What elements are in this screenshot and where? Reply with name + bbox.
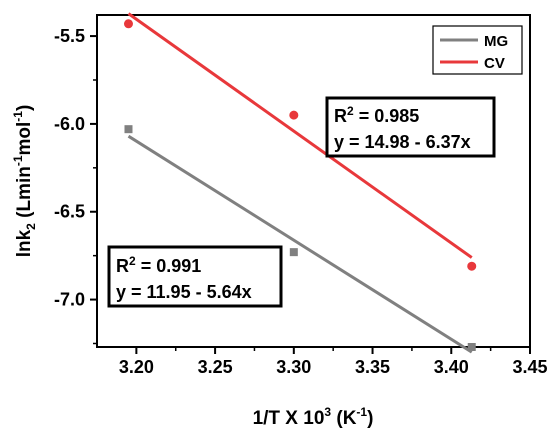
annotation-mg-r2: R2 = 0.991 (116, 254, 201, 276)
legend-box (432, 25, 523, 75)
plot-frame (96, 14, 531, 348)
point-cv (123, 19, 133, 29)
data-points (123, 19, 477, 351)
y-axis-title: lnk2 (Lmin-1mol-1) (11, 105, 38, 258)
y-tick-label: -6.0 (54, 114, 85, 134)
point-mg (289, 248, 298, 257)
fit-lines (127, 12, 473, 354)
x-tick-label: 3.45 (512, 357, 547, 377)
annotation-cv: R2 = 0.985 y = 14.98 - 6.37x (325, 96, 496, 158)
x-tick-label: 3.20 (119, 357, 154, 377)
y-axis-ticks: -5.5 -6.0 -6.5 -7.0 (54, 26, 97, 345)
x-tick-label: 3.30 (276, 357, 311, 377)
annotation-mg: R2 = 0.991 y = 11.95 - 5.64x (107, 245, 283, 308)
legend-label-cv: CV (484, 55, 505, 72)
legend-label-mg: MG (484, 33, 508, 50)
annotation-cv-r2: R2 = 0.985 (334, 104, 419, 126)
annotation-cv-equation: y = 14.98 - 6.37x (334, 132, 471, 152)
point-cv (467, 261, 477, 271)
x-tick-label: 3.35 (355, 357, 390, 377)
annotation-cv-box (325, 96, 496, 158)
x-axis-ticks: 3.20 3.25 3.30 3.35 3.40 3.45 (119, 347, 548, 377)
fit-line-cv (127, 12, 473, 259)
fit-line-mg (127, 134, 473, 354)
y-tick-label: -6.5 (54, 202, 85, 222)
legend: MG CV (432, 25, 523, 75)
y-tick-label: -7.0 (54, 290, 85, 310)
point-cv (289, 110, 299, 120)
point-mg (124, 125, 133, 134)
y-tick-label: -5.5 (54, 26, 85, 46)
x-axis-title: 1/T X 103 (K-1) (253, 405, 374, 429)
point-mg (467, 343, 476, 351)
x-tick-label: 3.40 (434, 357, 469, 377)
annotation-mg-box (107, 245, 283, 308)
x-tick-label: 3.25 (198, 357, 233, 377)
annotation-mg-equation: y = 11.95 - 5.64x (116, 282, 252, 302)
